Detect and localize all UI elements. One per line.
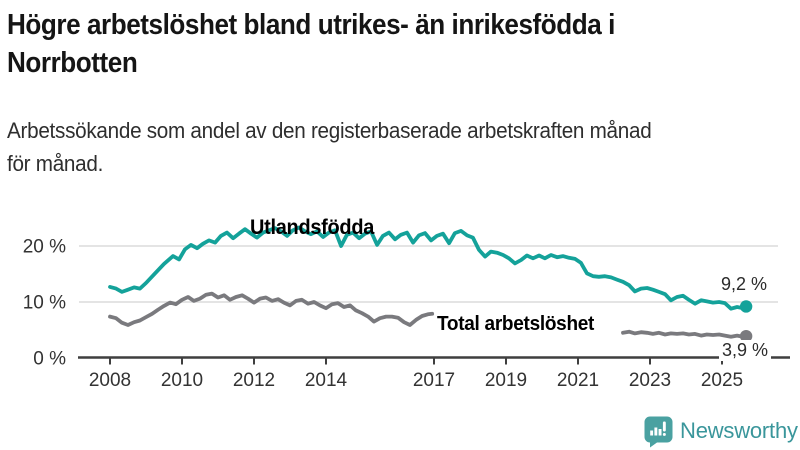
y-tick-label-20: 20 % <box>23 237 66 258</box>
subtitle-line-1: Arbetssökande som andel av den registerb… <box>7 118 652 143</box>
title-line-1: Högre arbetslöshet bland utrikes- än inr… <box>7 9 615 41</box>
x-tick-label-2014: 2014 <box>305 370 348 391</box>
x-tick-label-2025: 2025 <box>701 370 743 391</box>
logo-bar-3 <box>658 429 662 436</box>
subtitle-line-2: för månad. <box>7 151 104 176</box>
page-title: Högre arbetslöshet bland utrikes- än inr… <box>7 6 682 82</box>
newsworthy-logo[interactable]: Newsworthy <box>644 416 798 448</box>
series-end-dot-0 <box>739 300 753 313</box>
series-label-total-arbetsloshet: Total arbetslöshet <box>437 313 595 335</box>
title-line-2: Norrbotten <box>7 47 138 79</box>
chart-subtitle: Arbetssökande som andel av den registerb… <box>7 114 693 180</box>
x-tick-label-2019: 2019 <box>485 370 527 391</box>
end-value-label-utlandsfodda: 9,2 % <box>721 274 768 294</box>
logo-exclamation-dot <box>662 433 666 436</box>
end-value-label-total: 3,9 % <box>719 340 772 361</box>
y-tick-label-0: 0 % <box>33 349 66 370</box>
logo-exclamation-stem <box>662 421 666 432</box>
x-tick-label-2021: 2021 <box>557 370 599 391</box>
logo-bar-1 <box>650 430 654 436</box>
y-tick-label-10: 10 % <box>23 293 66 314</box>
x-tick-label-2017: 2017 <box>413 370 455 391</box>
x-tick-label-2023: 2023 <box>629 370 671 391</box>
series-line-1-seg-1 <box>621 329 748 339</box>
x-tick-label-2012: 2012 <box>233 370 275 391</box>
newsworthy-logo-icon <box>644 416 673 448</box>
series-line-1-seg-0 <box>108 291 435 327</box>
series-end-dot-1 <box>739 329 753 343</box>
series-label-utlandsfodda: Utlandsfödda <box>250 216 375 239</box>
logo-bar-2 <box>654 427 658 436</box>
series-line-0-seg-0 <box>108 225 748 311</box>
x-tick-label-2008: 2008 <box>89 370 131 391</box>
newsworthy-logo-text: Newsworthy <box>680 417 798 443</box>
x-tick-label-2010: 2010 <box>161 370 203 391</box>
